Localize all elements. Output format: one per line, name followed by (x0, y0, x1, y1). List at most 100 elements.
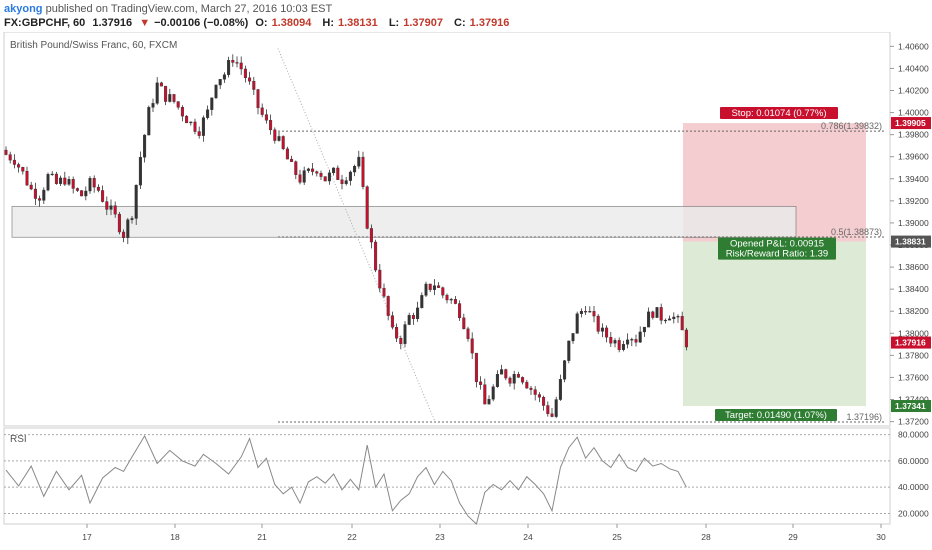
symbol-line: FX:GBPCHF, 60 1.37916 ▼ −0.00106 (−0.08%)… (4, 17, 517, 29)
candle-body (474, 352, 478, 383)
candle-body (193, 121, 197, 132)
candle-body (617, 340, 621, 350)
candle-body (462, 317, 466, 330)
price-tick-label: 1.38400 (898, 284, 929, 294)
candle-body (323, 176, 327, 182)
fib-level-label: 0.786(1.39832) (821, 121, 882, 131)
candle-body (122, 231, 126, 238)
candle-body (483, 384, 487, 405)
candle-body (33, 188, 37, 199)
price-tick-label: 1.37600 (898, 372, 929, 382)
publish-line: akyong published on TradingView.com, Mar… (4, 3, 332, 15)
candle-body (663, 319, 667, 322)
candle-body (428, 283, 432, 290)
chart-header: akyong published on TradingView.com, Mar… (0, 0, 932, 32)
candle-body (449, 299, 453, 301)
candle-body (164, 85, 168, 102)
candle-body (386, 296, 390, 316)
candle-body (168, 94, 172, 102)
candle-body (92, 178, 96, 188)
time-axis[interactable]: 17 18 21 22 23 24 25 28 29 30 (82, 524, 886, 542)
price-axis[interactable]: 1.40600 1.40400 1.40200 1.40000 1.39800 1.396… (890, 41, 929, 427)
candle-body (21, 167, 25, 172)
candle-body (542, 397, 546, 406)
candle-body (369, 228, 373, 243)
price-tick-label: 1.39200 (898, 196, 929, 206)
candle-body (592, 311, 596, 317)
low-label: L: (388, 17, 400, 29)
candle-body (80, 190, 84, 197)
price-tick-label: 1.38200 (898, 306, 929, 316)
close-value: 1.37916 (469, 17, 510, 29)
candle-body (243, 68, 247, 79)
candle-body (487, 399, 491, 405)
candle-body (432, 285, 436, 290)
candle-body (588, 311, 592, 313)
candle-body (239, 62, 243, 70)
candle-body (264, 114, 268, 121)
candle-body (437, 285, 441, 288)
price-tag-text: 1.37916 (895, 338, 926, 348)
candle-body (185, 115, 189, 124)
chart-canvas[interactable]: 0.786(1.39832) 0.5(1.38873) 1.37196) Stop: … (0, 32, 932, 550)
candle-body (130, 218, 134, 220)
candle-body (634, 339, 638, 343)
candle-body (609, 336, 613, 344)
candle-body (403, 324, 407, 344)
price-tick-label: 1.38000 (898, 328, 929, 338)
chart-title: British Pound/Swiss Franc, 60, FXCM (10, 40, 177, 51)
rsi-axis[interactable]: 80.0000 60.0000 40.0000 20.0000 (898, 430, 929, 519)
candle-body (668, 318, 672, 321)
candle-body (655, 307, 659, 318)
candle-body (344, 180, 348, 184)
candle-body (298, 174, 302, 183)
price-tick-label: 1.40600 (898, 41, 929, 51)
author-link[interactable]: akyong (4, 3, 43, 15)
candle-body (374, 241, 378, 271)
candle-body (479, 381, 483, 385)
candle-body (327, 172, 331, 182)
candle-body (96, 186, 100, 191)
rr-label-box (718, 247, 836, 260)
candle-body (626, 339, 630, 345)
time-tick-label: 18 (170, 532, 180, 542)
time-tick-label: 17 (82, 532, 92, 542)
last-price: 1.37916 (92, 17, 133, 29)
candle-body (445, 294, 449, 301)
candle-body (42, 189, 46, 201)
close-label: C: (454, 17, 466, 29)
price-tick-label: 1.37400 (898, 395, 929, 405)
candle-body (4, 149, 8, 155)
candle-body (155, 82, 159, 104)
price-tag (891, 117, 931, 130)
candle-body (290, 158, 294, 162)
price-tick-label: 1.40400 (898, 63, 929, 73)
candle-body (647, 311, 651, 328)
candle-body (659, 307, 663, 321)
time-tick-label: 22 (347, 532, 357, 542)
candle-body (546, 405, 550, 414)
candle-body (12, 159, 16, 165)
candle-body (537, 394, 541, 398)
price-tick-label: 1.38600 (898, 262, 929, 272)
candle-body (248, 77, 252, 82)
candle-body (294, 161, 298, 175)
candle-body (273, 129, 277, 141)
candle-body (306, 168, 310, 171)
candle-body (571, 333, 575, 342)
candles-layer (4, 54, 688, 419)
target-zone (683, 241, 866, 407)
candle-body (222, 74, 226, 80)
candle-body (252, 80, 256, 90)
candle-body (621, 344, 625, 350)
rsi-label: RSI (10, 434, 27, 445)
candle-body (134, 184, 138, 219)
rr-label-box-text: Risk/Reward Ratio: 1.39 (726, 249, 828, 260)
price-tick-label: 1.39400 (898, 174, 929, 184)
candle-body (529, 387, 533, 390)
candle-body (533, 389, 537, 395)
price-tick-label: 1.39600 (898, 152, 929, 162)
price-tick-label: 1.40200 (898, 85, 929, 95)
time-tick-label: 23 (435, 532, 445, 542)
candle-body (235, 62, 239, 64)
